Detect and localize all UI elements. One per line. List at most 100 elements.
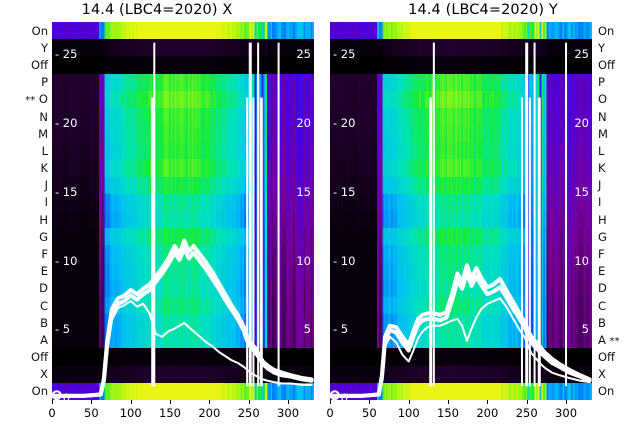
category-label-a-18: A — [40, 332, 48, 347]
category-label-g-12: G — [598, 229, 607, 244]
trace-trace-thick-lower — [52, 246, 314, 398]
panel-y-title: 14.4 (LBC4=2020) Y — [408, 2, 558, 18]
category-label-o-4: ** O — [25, 92, 48, 107]
x-tick-label-0: 0 — [48, 406, 56, 420]
heatmap-gap-2 — [52, 56, 314, 74]
category-label-d-15: D — [39, 281, 48, 296]
y-tick-label-right-25: 25 — [574, 47, 589, 62]
x-tick-150 — [170, 400, 172, 404]
y-tick-label-right-25: 25 — [296, 47, 311, 62]
category-label-m-6: M — [598, 126, 608, 141]
category-label-c-16: C — [39, 298, 48, 313]
x-tick-300 — [288, 400, 290, 404]
heatmap-y: - 0 - 5 5 - 10 10 - 15 15 - 20 20 - 25 25 — [330, 22, 592, 400]
category-label-k-8: K — [40, 161, 48, 176]
x-tick-50 — [369, 400, 371, 404]
category-label-i-10: I — [598, 195, 602, 210]
category-label-f-13: F — [598, 246, 605, 261]
y-tick-label-left-25: - 25 — [333, 47, 356, 62]
y-tick-label-right-5: 5 — [581, 322, 589, 337]
category-label-y-1: Y — [40, 40, 48, 55]
x-tick-label-100: 100 — [119, 406, 142, 420]
x-tick-label-300: 300 — [555, 406, 578, 420]
y-tick-label-right-5: 5 — [303, 322, 311, 337]
x-tick-0 — [52, 400, 53, 404]
x-tick-label-250: 250 — [515, 406, 538, 420]
heatmap-row-3 — [52, 73, 314, 92]
trace-trace-thick-lower — [330, 271, 592, 398]
x-tick-label-50: 50 — [84, 406, 99, 420]
heatmap-row-11 — [52, 211, 314, 229]
y-tick-label-right-15: 15 — [296, 184, 311, 199]
trace-origin-marker — [330, 390, 340, 400]
heatmap-row-15 — [52, 279, 314, 298]
y-tick-label-right-15: 15 — [574, 184, 589, 199]
trace-trace-thin — [330, 297, 591, 397]
x-tick-label-200: 200 — [198, 406, 221, 420]
x-tick-label-50: 50 — [362, 406, 377, 420]
trace-trace-thick-upper — [330, 263, 592, 398]
trace-trace-thin — [52, 300, 313, 397]
heatmap-row-7 — [52, 142, 314, 161]
y-tick-label-left-15: - 15 — [333, 184, 356, 199]
category-label-e-14: E — [598, 264, 606, 279]
category-label-off-19: Off — [31, 350, 48, 365]
category-label-j-9: J — [598, 178, 602, 193]
category-label-k-8: K — [598, 161, 606, 176]
y-tick-label-left-0: - 0 — [333, 391, 349, 400]
y-tick-label-right-20: 20 — [574, 116, 589, 131]
y-tick-label-left-10: - 10 — [333, 253, 356, 268]
category-label-h-11: H — [39, 212, 48, 227]
x-tick-label-200: 200 — [476, 406, 499, 420]
heatmap-row-0 — [330, 22, 592, 40]
x-tick-0 — [330, 400, 331, 404]
y-tick-label-left-20: - 20 — [333, 116, 356, 131]
category-label-on-21: On — [31, 384, 48, 399]
category-label-d-15: D — [598, 281, 607, 296]
x-tick-150 — [448, 400, 450, 404]
x-tick-label-150: 150 — [437, 406, 459, 420]
category-label-c-16: C — [598, 298, 607, 313]
y-tick-label-right-10: 10 — [574, 253, 589, 268]
category-label-m-6: M — [38, 126, 48, 141]
x-tick-label-300: 300 — [277, 406, 300, 420]
category-label-p-3: P — [598, 75, 605, 90]
category-label-p-3: P — [41, 75, 48, 90]
category-label-g-12: G — [39, 229, 48, 244]
y-tick-label-left-10: - 10 — [55, 253, 78, 268]
heatmap-gap-19 — [52, 348, 314, 366]
category-axis-left: On Y Off P ** O N M L K J I H G F E D C B A Off X On — [0, 22, 52, 400]
y-tick-label-left-20: - 20 — [55, 116, 78, 131]
category-label-x-20: X — [598, 367, 606, 382]
y-tick-label-left-25: - 25 — [55, 47, 78, 62]
x-tick-300 — [566, 400, 568, 404]
category-label-i-10: I — [44, 195, 48, 210]
y-tick-label-left-0: - 0 — [55, 391, 71, 400]
category-label-off-2: Off — [31, 57, 48, 72]
x-tick-label-150: 150 — [159, 406, 181, 420]
category-label-x-20: X — [40, 367, 48, 382]
x-tick-50 — [91, 400, 93, 404]
x-tick-200 — [209, 400, 211, 404]
heatmap-row-9 — [52, 176, 314, 195]
x-tick-200 — [487, 400, 489, 404]
heatmap-row-0 — [52, 22, 314, 40]
category-label-a-18: A ** — [598, 332, 620, 347]
category-label-l-7: L — [41, 143, 48, 158]
y-tick-label-left-5: - 5 — [333, 322, 349, 337]
trace-overlay-y — [330, 42, 592, 400]
category-label-b-17: B — [598, 315, 606, 330]
category-label-off-19: Off — [598, 350, 615, 365]
heatmap-row-21 — [330, 382, 592, 400]
category-label-on-21: On — [598, 384, 615, 399]
category-label-n-5: N — [39, 109, 48, 124]
category-label-on-0: On — [598, 23, 615, 38]
category-label-y-1: Y — [598, 40, 606, 55]
category-label-h-11: H — [598, 212, 607, 227]
x-tick-250 — [526, 400, 528, 404]
y-tick-label-right-20: 20 — [296, 116, 311, 131]
category-label-f-13: F — [41, 246, 48, 261]
